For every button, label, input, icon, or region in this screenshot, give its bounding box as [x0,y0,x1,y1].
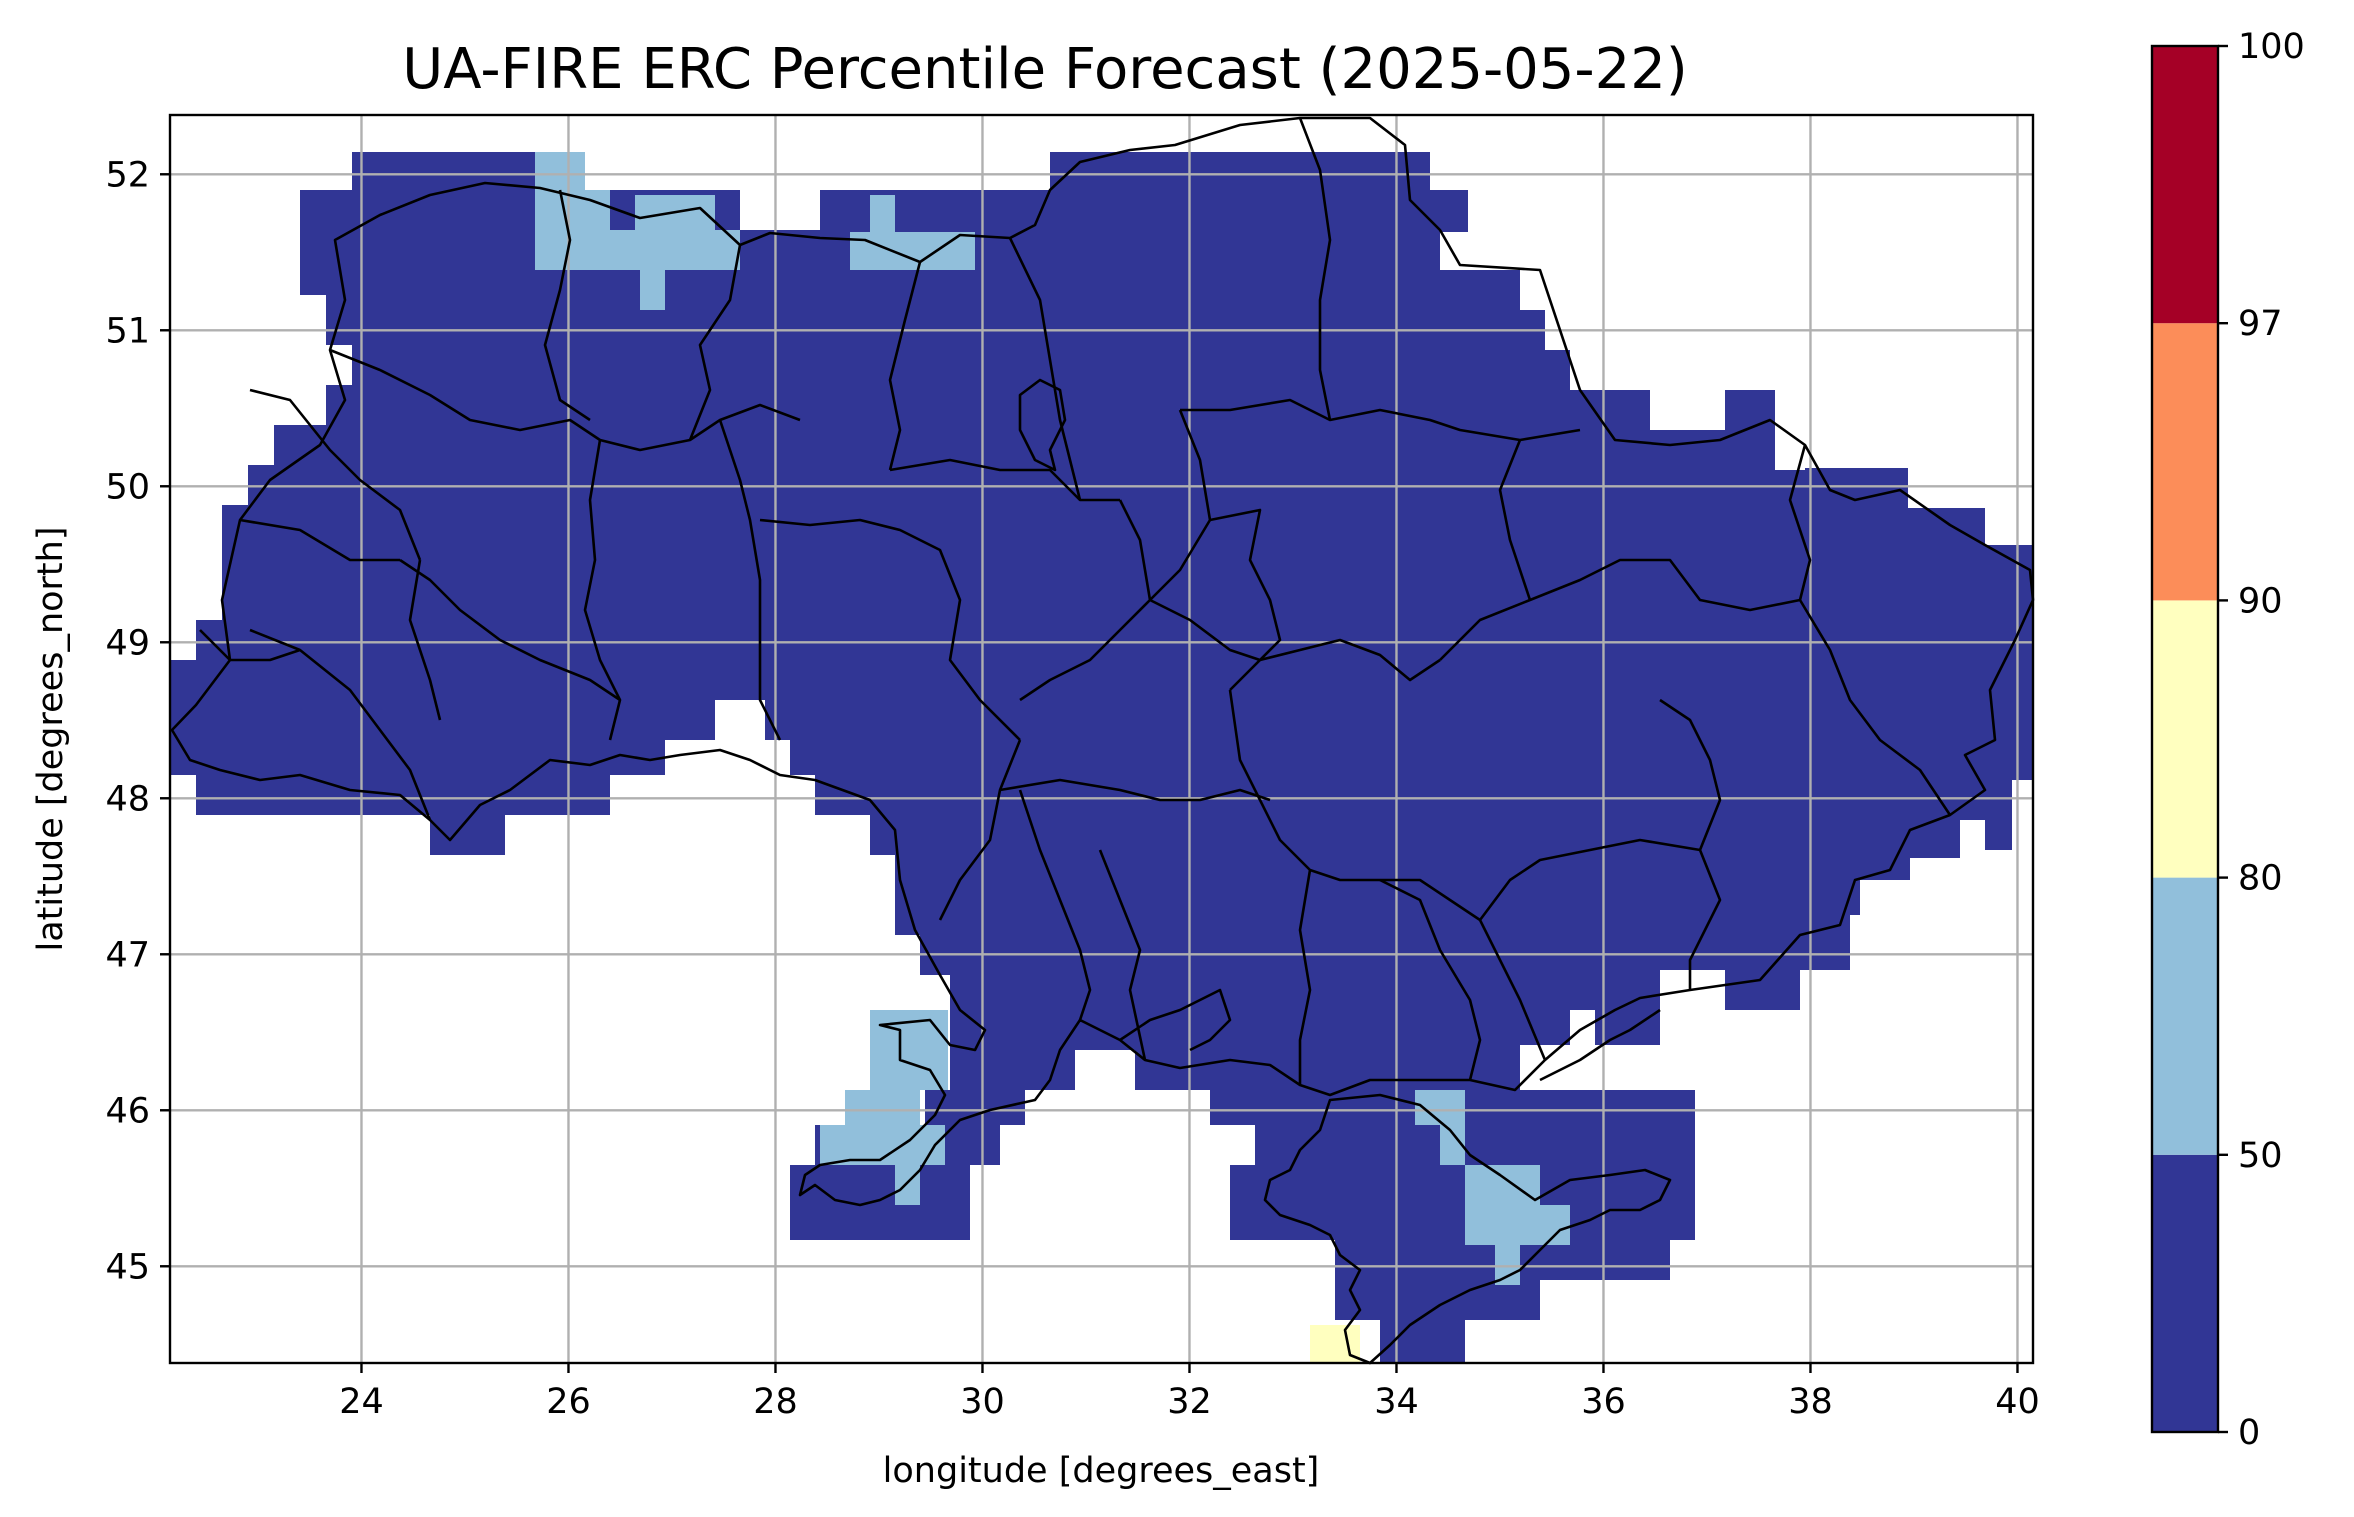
kyiv-city-border [1018,378,1067,472]
colorbar-tick-label: 0 [2238,1413,2260,1453]
oblast-border [888,261,922,471]
coastline [1539,1008,1661,1082]
oblast-border [1298,117,1332,421]
oblast-border [718,419,782,741]
x-tick-label: 26 [546,1382,591,1422]
y-tick-label: 50 [105,467,150,507]
field-cell-class-50-80 [1415,1090,1570,1285]
colorbar-segment [2152,1154,2218,1432]
field-cell-class-50-80 [535,152,740,310]
y-axis-label: latitude [degrees_north] [31,527,71,952]
oblast-border [1209,508,1282,691]
y-tick-label: 45 [105,1247,150,1287]
colorbar: 0 50 80 90 97 100 [2150,27,2305,1453]
oblast-border [889,458,1120,502]
colorbar-tick-label: 90 [2238,581,2283,621]
oblast-border [1798,599,1952,816]
field-cell-class-0-50 [170,152,2033,1363]
field-cell-class-50-80 [850,195,975,270]
oblast-border [759,518,1021,741]
oblast-border [1659,698,1722,990]
oblast-border [688,244,742,441]
oblast-border [1478,838,1701,921]
y-tick-label: 52 [105,155,150,195]
y-tick-label: 48 [105,779,150,819]
oblast-border [249,628,432,821]
oblast-border [1439,558,1801,661]
y-axis-ticks: 45 46 47 48 49 50 51 52 [105,155,170,1287]
x-tick-label: 32 [1167,1382,1212,1422]
colorbar-segment [2152,877,2218,1155]
map-title: UA-FIRE ERC Percentile Forecast (2025-05… [402,37,1687,102]
oblast-border [1379,878,1482,1081]
percentile-field [170,152,2033,1363]
admin-borders [170,116,2035,1365]
x-tick-label: 34 [1374,1382,1419,1422]
colorbar-frame [2150,44,2220,1434]
map-frame [168,113,2035,1365]
oblast-border [1149,598,1441,682]
oblast-border [1180,398,1581,442]
field-cell-class-50-80 [820,1010,948,1205]
colorbar-segment [2152,46,2218,324]
y-tick-label: 49 [105,623,150,663]
crimea-border [1263,1093,1672,1365]
oblast-border [938,739,1022,921]
colorbar-tick-label: 97 [2238,304,2283,344]
oblast-border [249,388,422,561]
x-tick-label: 30 [960,1382,1005,1422]
x-tick-label: 28 [753,1382,798,1422]
colorbar-segment [2152,600,2218,878]
x-tick-label: 24 [339,1382,384,1422]
oblast-border [408,559,442,721]
map-area [168,113,2035,1365]
oblast-border [543,189,591,422]
oblast-border [999,778,1271,802]
oblast-border [1018,789,1092,1021]
map-gridlines [170,115,2033,1363]
y-tick-label: 51 [105,311,150,351]
colorbar-tick-label: 80 [2238,859,2283,899]
oblast-border [1019,499,1152,702]
y-tick-label: 47 [105,935,150,975]
colorbar-tick-label: 50 [2238,1136,2283,1176]
field-cell-class-80-90 [1310,1325,1360,1363]
oblast-border [1298,869,1312,1085]
oblast-border [1098,849,1147,1061]
oblast-border [1788,444,1812,601]
oblast-border [239,518,400,562]
oblast-border [199,629,301,662]
y-tick-label: 46 [105,1091,150,1131]
x-axis-label: longitude [degrees_east] [883,1451,1320,1491]
oblast-border [329,348,801,452]
colorbar-segment [2152,323,2218,601]
coastline [1119,988,1232,1052]
x-tick-label: 40 [1995,1382,2040,1422]
x-tick-label: 38 [1788,1382,1833,1422]
x-axis-ticks: 24 26 28 30 32 34 36 38 40 [339,1363,2040,1422]
country-border [170,116,2035,1207]
oblast-border [1008,237,1082,501]
x-tick-label: 36 [1581,1382,1626,1422]
colorbar-tick-label: 100 [2238,27,2305,67]
oblast-border [1498,439,1532,601]
oblast-border [399,558,621,702]
